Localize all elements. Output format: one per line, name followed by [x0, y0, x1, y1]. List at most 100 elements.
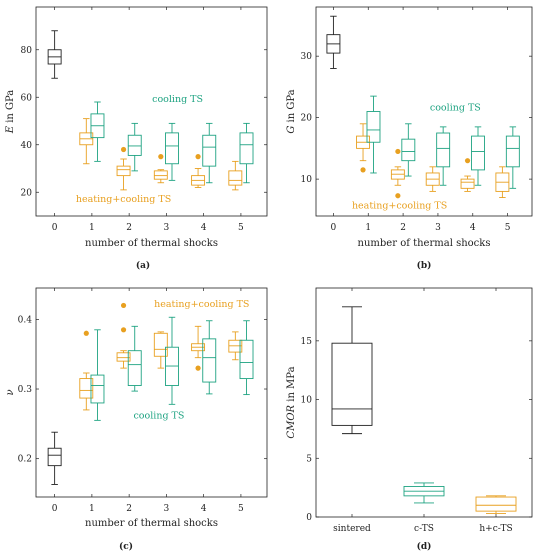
box-iqr	[228, 170, 243, 186]
box-cooling	[202, 320, 217, 395]
panel-caption: (c)	[119, 541, 133, 552]
y-tick-label: 60	[21, 93, 33, 103]
y-axis-symbol: G	[286, 126, 297, 134]
box-iqr	[331, 342, 373, 426]
outlier-point	[395, 148, 401, 155]
outlier-point	[120, 146, 127, 153]
x-tick-label: 3	[435, 223, 441, 233]
x-tick-label: 1	[89, 223, 95, 233]
box-iqr	[401, 138, 416, 162]
outlier-point	[395, 193, 401, 199]
box-cooling	[366, 95, 381, 174]
panel-d: 0 5 10 15 sintered c-TS h+c-TS CMOR in MPa (d)	[286, 287, 533, 552]
panel-caption: (a)	[136, 260, 150, 271]
x-tick-label: 5	[505, 223, 511, 233]
y-axis-unit: in GPa	[5, 90, 16, 126]
series-annotation: cooling TS	[430, 102, 481, 113]
y-tick-label: 5	[306, 454, 312, 464]
box-iqr	[436, 132, 451, 168]
box-heating_cooling	[153, 331, 168, 369]
x-tick-label: 3	[164, 504, 170, 514]
x-tick-label: c-TS	[414, 524, 434, 534]
x-tick-label: 3	[164, 223, 170, 233]
box-iqr	[239, 132, 254, 165]
series-annotation: heating+cooling TS	[352, 201, 447, 212]
box-heating_cooling	[475, 495, 517, 514]
y-tick-label: 15	[301, 337, 313, 347]
box-iqr	[239, 339, 254, 380]
y-tick-label: 0	[306, 513, 312, 523]
box-sintered	[47, 431, 62, 485]
y-tick-label: 80	[21, 46, 33, 56]
x-tick-label: h+c-TS	[479, 524, 512, 534]
box-iqr	[116, 165, 131, 177]
y-tick-label: 40	[21, 141, 33, 151]
box-iqr	[471, 135, 485, 171]
box-iqr	[460, 178, 475, 189]
box-heating_cooling	[153, 154, 168, 184]
x-tick-label: 0	[52, 504, 58, 514]
box-heating_cooling	[495, 166, 510, 199]
y-axis-unit: in GPa	[286, 89, 297, 125]
series-annotation: cooling TS	[133, 410, 184, 421]
box-heating_cooling	[79, 330, 94, 411]
x-tick-label: sintered	[333, 524, 371, 534]
y-axis-label: G in GPa	[286, 89, 297, 133]
y-tick-label: 30	[301, 52, 313, 62]
box-iqr	[366, 111, 381, 143]
box-iqr	[79, 378, 94, 399]
outlier-point	[83, 330, 89, 336]
box-cooling	[239, 320, 254, 396]
box-iqr	[116, 352, 131, 362]
box-iqr	[47, 447, 62, 467]
y-tick-label: 0.3	[18, 385, 33, 395]
outlier-point	[464, 158, 471, 164]
outlier-point	[120, 327, 127, 333]
panel-caption: (b)	[417, 260, 432, 271]
box-sintered	[331, 306, 373, 435]
y-axis-symbol: CMOR	[286, 404, 297, 438]
plot-frame	[315, 6, 533, 217]
y-axis-symbol: ν	[5, 389, 16, 395]
box-heating_cooling	[116, 146, 131, 191]
box-heating_cooling	[191, 325, 206, 371]
box-iqr	[153, 332, 168, 357]
box-cooling	[127, 122, 142, 172]
box-iqr	[127, 350, 142, 386]
box-heating_cooling	[460, 158, 475, 192]
box-iqr	[202, 134, 217, 167]
x-tick-label: 4	[201, 504, 207, 514]
outlier-point	[195, 365, 201, 371]
box-cooling	[403, 482, 445, 504]
x-tick-label: 0	[331, 223, 337, 233]
x-axis-label: number of thermal shocks	[85, 238, 218, 249]
plot-frame	[35, 287, 268, 498]
y-axis-label: CMOR in MPa	[286, 366, 297, 438]
x-tick-label: 5	[238, 223, 244, 233]
box-iqr	[127, 134, 142, 156]
x-tick-label: 2	[126, 504, 132, 514]
y-axis-label: E in GPa	[5, 90, 16, 135]
y-tick-label: 0.2	[18, 455, 32, 465]
outlier-point	[360, 167, 366, 173]
box-cooling	[239, 122, 254, 184]
x-tick-label: 4	[470, 223, 476, 233]
box-cooling	[165, 316, 179, 405]
series-annotation: heating+cooling TS	[76, 194, 171, 205]
outlier-point	[195, 154, 201, 160]
plot-frame	[35, 6, 268, 217]
box-heating_cooling	[191, 154, 206, 188]
box-sintered	[47, 30, 62, 79]
x-tick-label: 0	[52, 223, 58, 233]
outlier-point	[158, 154, 164, 160]
x-tick-label: 2	[400, 223, 406, 233]
x-tick-label: 5	[238, 504, 244, 514]
box-heating_cooling	[425, 166, 440, 192]
box-cooling	[505, 126, 520, 189]
box-heating_cooling	[79, 118, 94, 165]
box-cooling	[90, 329, 105, 421]
box-cooling	[90, 101, 105, 162]
y-tick-label: 20	[301, 114, 313, 124]
panel-c: 0.2 0.3 0.4 0 1 2 3 4 5 number of thermal shocks ν…	[5, 287, 268, 552]
